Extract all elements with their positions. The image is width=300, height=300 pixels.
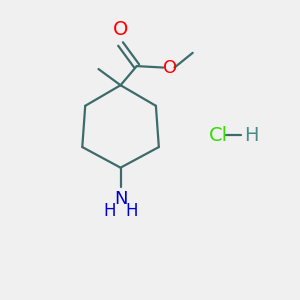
- Text: O: O: [163, 58, 177, 76]
- Text: H: H: [125, 202, 138, 220]
- Text: H: H: [103, 202, 116, 220]
- Text: O: O: [113, 20, 128, 39]
- Text: H: H: [244, 126, 258, 145]
- Text: N: N: [114, 190, 127, 208]
- Text: Cl: Cl: [209, 126, 228, 145]
